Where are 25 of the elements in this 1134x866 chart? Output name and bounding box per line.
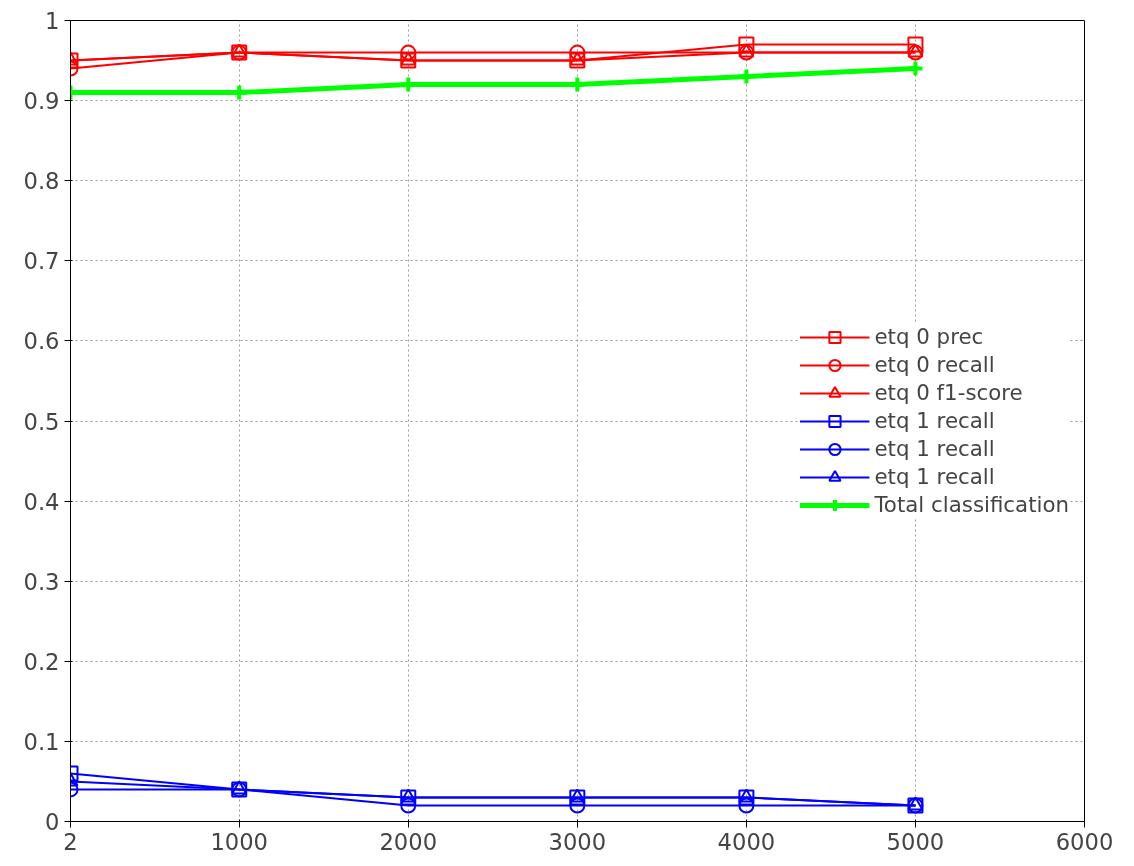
x-tick-label: 3000 bbox=[548, 828, 607, 855]
y-tick-label: 1 bbox=[45, 8, 60, 34]
y-tick-label: 0 bbox=[45, 809, 60, 835]
y-tick-label: 0.7 bbox=[23, 248, 60, 275]
legend-label: Total classification bbox=[874, 491, 1069, 519]
y-tick-label: 0.9 bbox=[23, 88, 60, 115]
y-tick-label: 0.1 bbox=[23, 728, 60, 755]
x-tick-label: 6000 bbox=[1055, 828, 1114, 855]
x-tick-label: 2 bbox=[63, 828, 78, 855]
y-tick-label: 0.8 bbox=[23, 168, 60, 195]
y-tick-label: 0.6 bbox=[23, 328, 60, 355]
legend-label: etq 1 recall bbox=[874, 435, 995, 463]
x-tick-label: 4000 bbox=[717, 828, 776, 855]
y-tick-label: 0.3 bbox=[23, 568, 60, 595]
y-tick-label: 0.2 bbox=[23, 648, 60, 675]
x-tick-label: 1000 bbox=[210, 828, 269, 855]
legend-label: etq 1 recall bbox=[874, 407, 995, 435]
y-tick-label: 0.4 bbox=[23, 488, 60, 515]
legend-label: etq 0 recall bbox=[874, 351, 995, 379]
legend-label: etq 1 recall bbox=[874, 463, 995, 491]
legend-label: etq 0 prec bbox=[874, 323, 984, 351]
x-tick-label: 5000 bbox=[886, 828, 945, 855]
legend-label: etq 0 f1-score bbox=[874, 379, 1023, 407]
y-tick-label: 0.5 bbox=[23, 408, 60, 435]
x-tick-label: 2000 bbox=[379, 828, 438, 855]
